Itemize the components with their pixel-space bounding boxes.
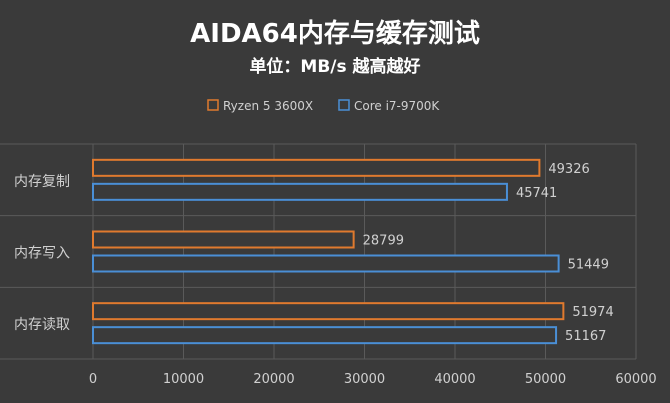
value-label: 28799: [363, 234, 404, 249]
category-label: 内存读取: [14, 316, 70, 333]
legend-swatch: [207, 99, 219, 111]
bar: [92, 302, 565, 321]
bar: [92, 326, 558, 345]
value-label: 45741: [516, 186, 557, 201]
x-tick-label: 10000: [163, 372, 204, 387]
grid: [0, 143, 637, 360]
legend-label: Core i7-9700K: [354, 99, 440, 113]
bar: [92, 254, 560, 273]
legend-label: Ryzen 5 3600X: [223, 99, 313, 113]
x-tick-label: 50000: [525, 372, 566, 387]
x-tick-label: 20000: [253, 372, 294, 387]
legend-swatch: [338, 99, 350, 111]
value-label: 51449: [568, 258, 609, 273]
bar: [92, 182, 508, 201]
x-tick-label: 60000: [615, 372, 656, 387]
category-label: 内存写入: [14, 246, 70, 262]
chart-title: AIDA64内存与缓存测试: [190, 18, 480, 49]
chart-subtitle: 单位：MB/s 越高越好: [249, 56, 420, 77]
value-label: 49326: [548, 162, 589, 177]
value-label: 51167: [565, 329, 606, 344]
x-tick-label: 0: [89, 372, 97, 387]
bars: [92, 158, 565, 345]
bar: [92, 230, 355, 249]
bar: [92, 158, 541, 177]
value-label: 51974: [572, 305, 613, 320]
category-label: 内存复制: [14, 173, 70, 190]
labels: 0 10000 20000 30000 40000 50000 60000 内存复制 49326…: [14, 162, 657, 387]
x-tick-label: 30000: [344, 372, 385, 387]
legend: Ryzen 5 3600X Core i7-9700K: [207, 99, 440, 113]
x-tick-label: 40000: [434, 372, 475, 387]
